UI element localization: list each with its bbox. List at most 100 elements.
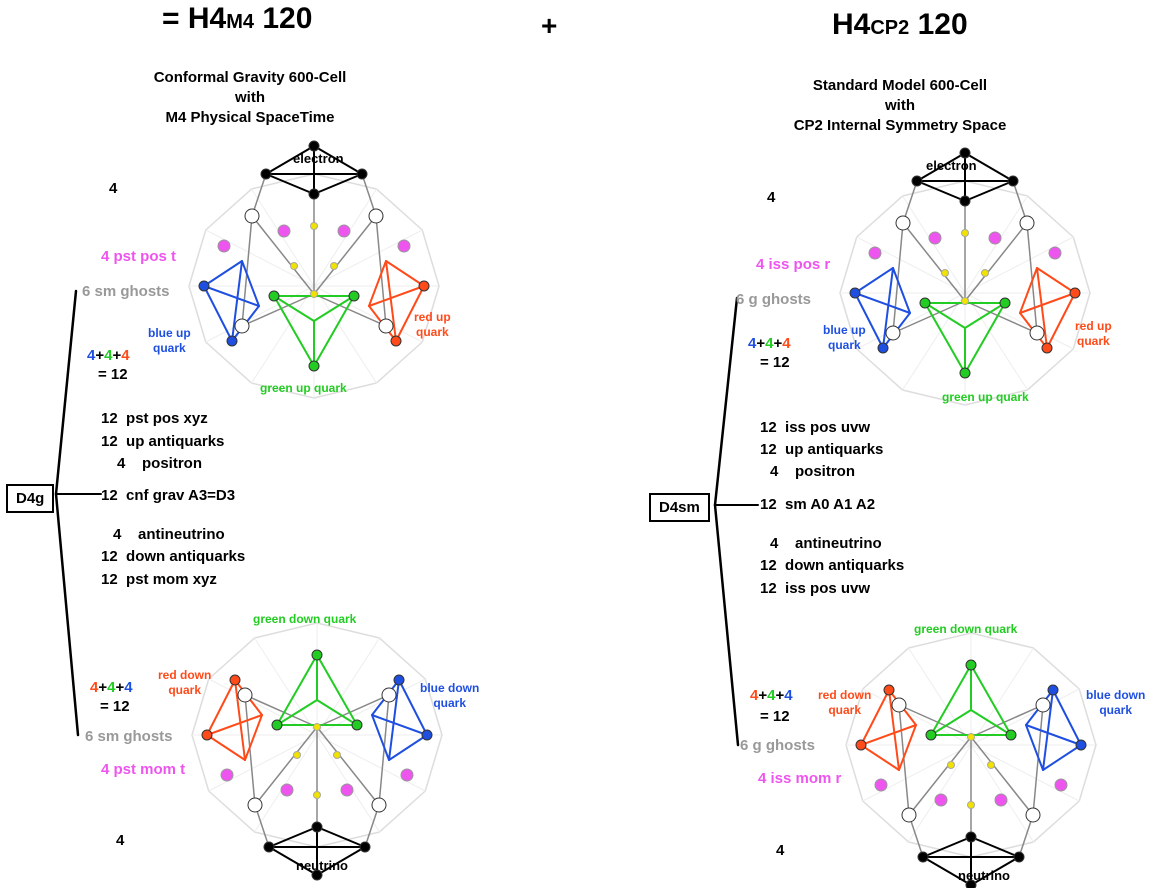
right-bottom-diagram-ghost-edge: [845, 688, 864, 746]
left-bottom-diagram-struct-edge: [316, 726, 380, 806]
left-bottom-diagram-ghost-edge: [316, 622, 381, 639]
left-top-diagram-ghost-spoke: [205, 285, 315, 343]
left-bottom-diagram-apex-edge: [268, 826, 318, 848]
left-top-diagram-ghost-spoke: [205, 229, 315, 287]
right-top-diagram-struct-edge: [964, 222, 1028, 302]
right-top-diagram-struct-edge: [892, 300, 966, 334]
right-top-diagram-magenta-node: [1048, 246, 1062, 260]
left-bottom-diagram-white-node: [247, 797, 263, 813]
left-bottom-diagram-green-edge: [276, 654, 318, 726]
right-top-diagram-ghost-edge: [1072, 236, 1091, 294]
left-bottom-count: 4: [116, 832, 125, 849]
left-top-diagram-ghost-edge: [375, 188, 424, 231]
left-top-diagram-right-quark-node: [390, 335, 402, 347]
right-bottom-diagram-green-node: [965, 659, 977, 671]
left-top-diagram-apex-node: [260, 168, 272, 180]
right-bottom-diagram-apex-edge: [922, 836, 972, 858]
right-top-diagram-ghost-edge: [964, 389, 1029, 406]
right-bottom-diagram-ghost-edge: [861, 800, 910, 843]
left-bottom-diagram-ghost-spoke: [316, 734, 380, 833]
right-top-diagram-struct-edge: [902, 222, 966, 302]
right-bottom-diagram-magenta-node: [934, 793, 948, 807]
right-bottom-diagram-right-quark-edge: [1042, 744, 1082, 771]
right-top-diagram-left-quark-edge: [882, 267, 894, 349]
left-top-diagram-right-quark-node: [418, 280, 430, 292]
right-top-diagram-ghost-edge: [901, 389, 966, 406]
left-bracket-upper: [54, 289, 78, 496]
right-bottom-diagram-struct-edge: [1032, 704, 1044, 816]
left-bottom-diagram-right-quark-edge: [388, 679, 400, 761]
left-top-diagram-struct-edge: [375, 215, 387, 327]
right-center-line: 12 sm A0 A1 A2: [760, 496, 876, 513]
right-top-diagram-green-node: [919, 297, 931, 309]
left-bottom-diagram-apex-node: [311, 869, 323, 881]
left-list-bottom-2: 12 pst mom xyz: [101, 571, 217, 588]
right-bottom-diagram-left-quark-node: [883, 684, 895, 696]
right-top-diagram-green-edge: [924, 302, 966, 329]
right-top-diagram-apex-edge: [916, 152, 966, 182]
left-top-diagram-left-quark-node: [198, 280, 210, 292]
left-bottom-diagram-ghost-edge: [424, 734, 443, 792]
right-top-diagram-apex-node: [959, 195, 971, 207]
left-top-diagram-yellow-node: [330, 262, 338, 270]
left-top-diagram-ghost-spoke: [313, 229, 423, 287]
left-top-diagram-left-quark-edge: [203, 260, 243, 287]
left-bottom-diagram-left-quark-edge: [206, 714, 263, 736]
right-blue-up-label: blue up quark: [823, 323, 866, 352]
left-top-diagram-magenta-node: [217, 239, 231, 253]
left-bottom-diagram-white-node: [371, 797, 387, 813]
left-top-diagram-ghost-edge: [421, 285, 440, 343]
right-top-diagram-right-quark-edge: [1046, 292, 1076, 349]
right-top-diagram-ghost-spoke: [902, 292, 966, 391]
right-bottom-diagram-left-quark-edge: [898, 724, 917, 771]
right-bottom-diagram-left-quark-edge: [888, 689, 900, 771]
left-bottom-diagram-right-quark-node: [393, 674, 405, 686]
right-bottom-diagram-white-node: [1035, 697, 1051, 713]
right-top-diagram-left-quark-edge: [892, 267, 911, 314]
left-top-diagram-apex-node: [308, 140, 320, 152]
right-list-bottom-1: 12 down antiquarks: [760, 557, 905, 574]
right-ghosts-bottom: 6 g ghosts: [740, 737, 816, 754]
left-bottom-diagram-apex-node: [311, 821, 323, 833]
right-sum-bottom-eq: = 12: [760, 708, 790, 725]
right-bottom-diagram-yellow-node: [987, 761, 995, 769]
left-blue-up-label: blue up quark: [148, 326, 191, 355]
right-top-diagram-ghost-edge: [855, 348, 904, 391]
right-top-diagram-right-quark-node: [1069, 287, 1081, 299]
left-top-diagram-apex-edge: [265, 173, 315, 195]
right-top-diagram-magenta-node: [868, 246, 882, 260]
left-top-diagram-green-node: [308, 360, 320, 372]
left-bottom-diagram-green-edge: [276, 699, 318, 726]
left-top-diagram-left-quark-edge: [241, 260, 260, 307]
left-top-diagram-apex-edge: [265, 145, 315, 175]
right-top-diagram-magenta-node: [988, 231, 1002, 245]
left-bottom-diagram-ghost-spoke: [316, 734, 426, 792]
right-bottom-diagram-yellow-node: [967, 801, 975, 809]
left-top-diagram-ghost-edge: [250, 382, 315, 399]
left-bottom-diagram-left-quark-node: [229, 674, 241, 686]
right-top-diagram-green-node: [959, 367, 971, 379]
right-bottom-diagram-white-node: [901, 807, 917, 823]
left-bottom-diagram-ghost-spoke: [254, 734, 318, 833]
right-bottom-diagram-struct-edge: [898, 704, 972, 738]
left-sum-top-eq: = 12: [98, 366, 128, 383]
left-list-bottom-0: 4 antineutrino: [113, 526, 225, 543]
left-bottom-diagram-white-node: [237, 687, 253, 703]
right-top-diagram-ghost-spoke: [856, 236, 966, 294]
right-top-diagram-apex-node: [959, 147, 971, 159]
right-bottom-diagram-yellow-node: [967, 733, 975, 741]
left-top-diagram-green-edge: [313, 295, 355, 322]
left-center-line: 12 cnf grav A3=D3: [101, 487, 236, 504]
left-top-diagram-ghost-edge: [188, 229, 207, 287]
right-bottom-diagram-struct-edge: [908, 736, 972, 816]
right-ghosts-top: 6 g ghosts: [736, 291, 812, 308]
right-bottom-count: 4: [776, 842, 785, 859]
left-bottom-diagram-magenta-node: [400, 768, 414, 782]
right-bottom-diagram-ghost-spoke: [908, 647, 972, 746]
left-top-diagram-struct-edge: [241, 215, 253, 327]
left-bottom-diagram-left-quark-edge: [244, 714, 263, 761]
left-top-diagram-magenta-node: [337, 224, 351, 238]
left-green-up-label: green up quark: [260, 381, 347, 395]
right-bottom-diagram-ghost-edge: [845, 744, 864, 802]
left-bottom-diagram-ghost-spoke: [316, 678, 426, 736]
